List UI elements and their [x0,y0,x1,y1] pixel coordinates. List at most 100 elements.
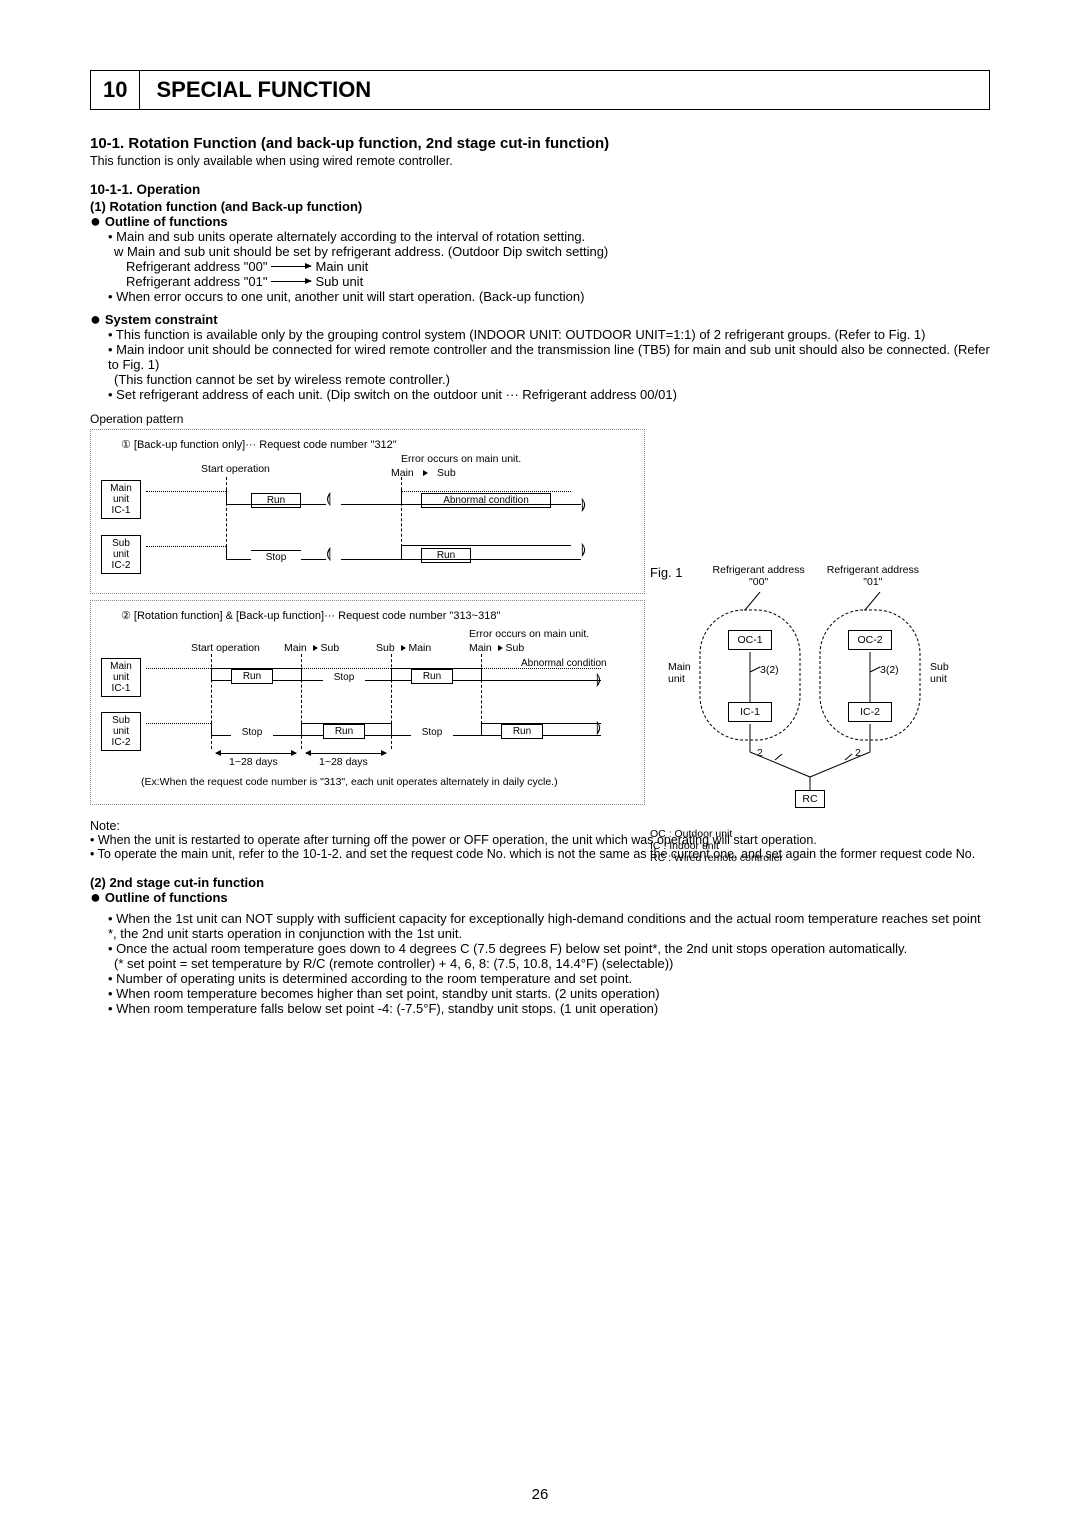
fig1-oc2: OC-2 [848,630,892,650]
subtext-10-1: This function is only available when usi… [90,154,990,168]
arrow-right-icon [313,645,318,651]
arrow-right-icon [271,266,311,267]
arrow-right-icon [498,645,503,651]
d2-ms1: Main Sub [284,642,339,654]
outline-item-1: • Main and sub units operate alternately… [108,229,990,244]
d1-dotted [146,491,226,492]
sc-item-2: • Main indoor unit should be connected f… [108,342,990,372]
fig1-32-2: 3(2) [880,664,899,676]
fig1-32-1: 3(2) [760,664,779,676]
d1-main-box: MainunitIC-1 [101,480,141,519]
fig1-rc: RC [795,790,825,808]
outline-item-1w: w Main and sub unit should be set by ref… [114,244,990,259]
fig1-2-r: 2 [855,747,861,759]
d2-stop-s2: Stop [411,726,453,739]
addr-main-line: Refrigerant address "00" Main unit [126,259,990,274]
section-title: SPECIAL FUNCTION [140,71,387,109]
d2-run1: Run [231,669,273,684]
outline2-label: Outline of functions [105,890,228,905]
d2-days-arrow-1 [216,753,296,754]
brace-icon: ⟬ [326,545,331,562]
d1-main-lbl: Main [391,467,414,479]
d1-dash [226,477,227,547]
d2-days-1: 1~28 days [229,756,278,768]
diagram-1-box: ① [Back-up function only]··· Request cod… [90,429,645,594]
outline-item-2: • When error occurs to one unit, another… [108,289,990,304]
d1-dotted [146,546,226,547]
d1-line [341,559,401,560]
fig1-oc-leg: OC : Outdoor unit [650,828,990,840]
addr-sub-right: Sub unit [315,274,363,289]
operation-pattern-label: Operation pattern [90,412,990,426]
d1-line [401,559,581,560]
d1-step [226,545,227,559]
fig1-ic2: IC-2 [848,702,892,722]
fig1-ra01: Refrigerant address"01" [827,565,919,588]
dash-v [211,654,212,749]
sc-item-2b: (This function cannot be set by wireless… [114,372,990,387]
d1-start: Start operation [201,463,270,475]
page-number: 26 [532,1486,549,1503]
figure-1: Fig. 1 Refrigerant address"00" Refrigera… [650,565,990,864]
sysconstraint-label: System constraint [105,312,218,327]
d2-title: ② [Rotation function] & [Back-up functio… [121,609,634,622]
d1-timing: Start operation Error occurs on main uni… [101,455,634,585]
d2-timing: Start operation Main Sub Sub Main Error … [101,626,634,796]
d2-run2: Run [411,669,453,684]
fig1-oc1: OC-1 [728,630,772,650]
section-header: 10 SPECIAL FUNCTION [90,70,990,110]
arrow-right-icon [271,281,311,282]
fig1-ic1: IC-1 [728,702,772,722]
d2-main-box: MainunitIC-1 [101,658,141,697]
fig1-label: Fig. 1 [650,565,683,580]
d1-sub-box: SubunitIC-2 [101,535,141,574]
d2-days-arrow-2 [306,753,386,754]
d1-dotted [401,491,571,492]
outline-label: Outline of functions [105,214,228,229]
fig1-svg [650,592,990,822]
d2-abnormal: Abnormal condition [521,658,607,669]
bullet-dot-icon: ● [90,312,101,326]
brace-icon: ⟭ [581,495,586,512]
o2-3: • Number of operating units is determine… [108,971,990,986]
d2-days-2: 1~28 days [319,756,368,768]
outline-heading: ● Outline of functions [90,214,990,229]
brace-icon: ⟭ [596,718,601,735]
d1-line [226,504,326,505]
fig1-ic-leg: IC : Indoor unit [650,840,990,852]
line-v [481,723,482,735]
o2-2: • Once the actual room temperature goes … [108,941,990,956]
brace-icon: ⟭ [581,540,586,557]
outline2-heading: ● Outline of functions [90,890,990,905]
d1-run-1: Run [251,493,301,508]
o2-1: • When the 1st unit can NOT supply with … [108,911,990,941]
d1-stop-1: Stop [251,550,301,564]
d2-stop1: Stop [323,671,365,684]
brace-icon: ⟭ [596,670,601,687]
addr-main-right: Main unit [315,259,368,274]
dash-v [301,654,302,749]
fig1-ra00: Refrigerant address"00" [713,565,805,588]
bullet-dot-icon: ● [90,890,101,904]
d2-ex: (Ex:When the request code number is "313… [141,776,558,788]
d1-line [341,504,401,505]
d1-line [401,545,571,546]
d1-line [401,504,581,505]
addr-sub-line: Refrigerant address "01" Sub unit [126,274,990,289]
sc-item-3: • Set refrigerant address of each unit. … [108,387,990,402]
arrow-right-icon [423,470,428,476]
sc-item-1: • This function is available only by the… [108,327,990,342]
dash-v [391,654,392,749]
o2-2b: (* set point = set temperature by R/C (r… [114,956,990,971]
section-number: 10 [91,71,140,109]
d2-stop-s1: Stop [231,726,273,739]
d1-abnormal: Abnormal condition [421,493,551,508]
addr-main-left: Refrigerant address "00" [126,259,267,274]
d1-err: Error occurs on main unit. [401,453,521,465]
bullet-dot-icon: ● [90,214,101,228]
d1-title: ① [Back-up function only]··· Request cod… [121,438,634,451]
fig1-2-l: 2 [757,747,763,759]
d2-err: Error occurs on main unit. [469,628,589,640]
dot-h [146,723,211,724]
dot-h [301,668,391,669]
